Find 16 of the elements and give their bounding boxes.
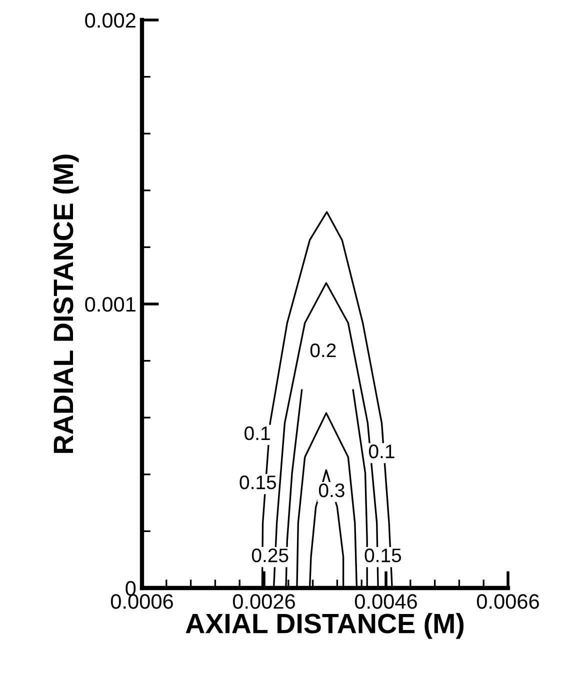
y-tick-label: 0	[126, 581, 136, 596]
y-tick-label: 0.001	[85, 297, 136, 312]
y-tick-label: 0.002	[85, 13, 136, 28]
annotation: 0.25	[252, 548, 288, 562]
x-axis-title: AXIAL DISTANCE (M)	[186, 612, 464, 639]
annotation: 0.15	[240, 476, 276, 490]
x-tick-label: 0.0026	[232, 594, 295, 609]
annotation: 0.2	[310, 343, 336, 358]
annotation: 0.1	[244, 426, 270, 440]
annotation: 0.15	[364, 548, 402, 562]
annotation: 0.1	[368, 444, 394, 458]
x-tick-label: 0.0066	[476, 594, 539, 609]
annotation: 0.3	[318, 483, 344, 498]
x-tick-label: 0.0046	[354, 594, 417, 609]
x-tick-label: 0.0006	[110, 594, 173, 609]
y-axis-title: RADIAL DISTANCE (M)	[52, 154, 79, 453]
